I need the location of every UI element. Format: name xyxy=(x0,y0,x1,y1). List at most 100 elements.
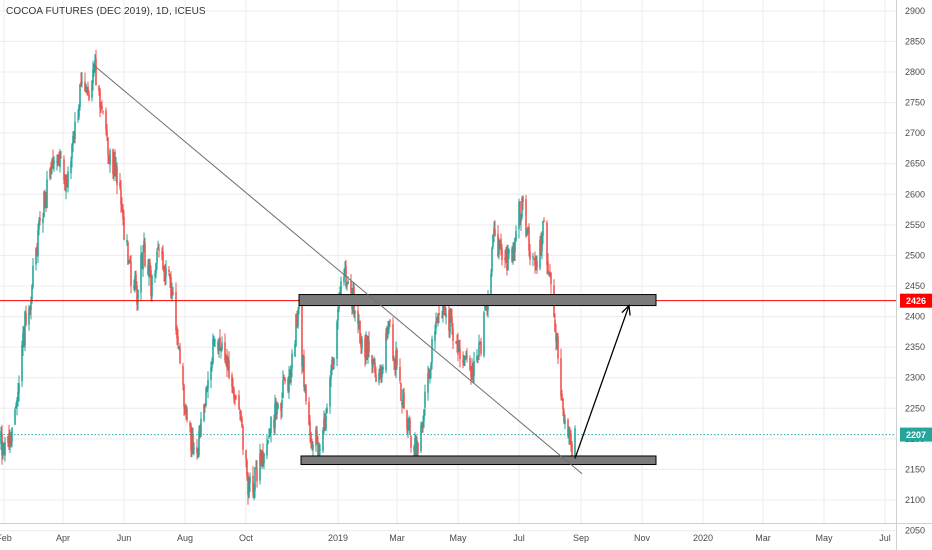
exchange-label: ICEUS xyxy=(174,6,206,17)
candle-down xyxy=(246,458,248,481)
candle-down xyxy=(29,305,31,316)
candle-body xyxy=(399,366,401,381)
candle-body xyxy=(133,285,135,289)
candle-body xyxy=(8,433,10,448)
candle-body xyxy=(366,335,368,357)
candle-up xyxy=(134,271,136,293)
candle-body xyxy=(220,347,222,351)
candle-body xyxy=(240,410,242,420)
candle-body xyxy=(241,418,243,428)
candle-up xyxy=(211,357,213,372)
candle-up xyxy=(253,483,255,501)
candle-up xyxy=(249,472,251,493)
candle-up xyxy=(343,268,345,286)
candle-up xyxy=(32,258,34,290)
candle-body xyxy=(319,449,321,451)
candle-up xyxy=(207,371,209,399)
candle-body xyxy=(179,347,181,363)
candle-down xyxy=(1,424,3,465)
candle-up xyxy=(373,356,375,365)
candle-body xyxy=(571,443,573,457)
candle-body xyxy=(428,372,430,379)
candle-down xyxy=(366,335,368,361)
candle-up xyxy=(493,221,495,243)
candle-up xyxy=(556,333,558,350)
candle-down xyxy=(357,301,359,334)
candle-down xyxy=(50,161,52,180)
candle-up xyxy=(128,259,130,264)
candle-body xyxy=(504,257,506,260)
candle-up xyxy=(379,364,381,380)
candle-up xyxy=(336,319,338,367)
candle-body xyxy=(563,411,565,423)
candle-up xyxy=(37,223,39,264)
candle-down xyxy=(252,466,254,498)
candle-body xyxy=(119,181,121,187)
candle-body xyxy=(448,310,450,331)
candle-body xyxy=(484,303,486,310)
candle-up xyxy=(92,60,94,91)
candle-body xyxy=(80,81,82,85)
candle-down xyxy=(459,339,461,368)
support-zone xyxy=(300,455,657,466)
candle-body xyxy=(513,249,515,252)
candle-up xyxy=(458,340,460,352)
candle-body xyxy=(225,355,227,362)
candle-down xyxy=(60,150,62,159)
candle-body xyxy=(372,364,374,368)
candle-down xyxy=(122,204,124,226)
candle-down xyxy=(88,90,90,102)
candle-body xyxy=(536,261,538,268)
candle-up xyxy=(24,310,26,352)
candle-body xyxy=(171,291,173,299)
candle-down xyxy=(234,394,236,406)
candle-down xyxy=(39,211,41,226)
candle-up xyxy=(312,441,314,457)
candle-down xyxy=(123,210,125,241)
candle-body xyxy=(186,408,188,421)
candle-body xyxy=(129,262,131,264)
candle-body xyxy=(79,84,81,107)
candle-body xyxy=(567,419,569,437)
candle-body xyxy=(148,263,150,278)
candle-body xyxy=(28,308,30,325)
candle-down xyxy=(301,297,303,375)
candle-body xyxy=(31,285,33,302)
candle-body xyxy=(357,310,359,324)
symbol-title: COCOA FUTURES (DEC 2019) xyxy=(6,6,151,17)
candle-body xyxy=(409,419,411,435)
candle-down xyxy=(262,443,264,467)
candle-down xyxy=(308,397,310,426)
candle-down xyxy=(170,271,172,299)
candle-body xyxy=(7,436,9,443)
candle-body xyxy=(431,339,433,363)
symbol-header: COCOA FUTURES (DEC 2019), 1D, ICEUS xyxy=(6,6,206,17)
candle-up xyxy=(154,269,156,283)
candle-up xyxy=(483,310,485,358)
candle-body xyxy=(44,191,46,202)
candle-body xyxy=(67,171,69,189)
candle-body xyxy=(50,166,52,171)
candle-up xyxy=(346,282,348,291)
candle-up xyxy=(198,425,200,458)
header-separator-2: , xyxy=(168,6,175,17)
candle-body xyxy=(106,129,108,137)
candle-body xyxy=(164,270,166,280)
candle-body xyxy=(533,258,535,260)
candle-down xyxy=(238,390,240,410)
candle-body xyxy=(525,199,527,236)
candle-up xyxy=(81,72,83,88)
candle-body xyxy=(206,389,208,391)
candle-down xyxy=(332,357,334,371)
candle-body xyxy=(231,375,233,387)
candle-body xyxy=(283,377,285,379)
candle-body xyxy=(438,312,440,316)
candle-body xyxy=(185,406,187,412)
candle-body xyxy=(142,252,144,270)
candle-body xyxy=(175,291,177,331)
candle-body xyxy=(2,444,4,455)
candle-body xyxy=(365,334,367,358)
candle-body xyxy=(247,473,249,496)
candle-body xyxy=(22,332,24,347)
